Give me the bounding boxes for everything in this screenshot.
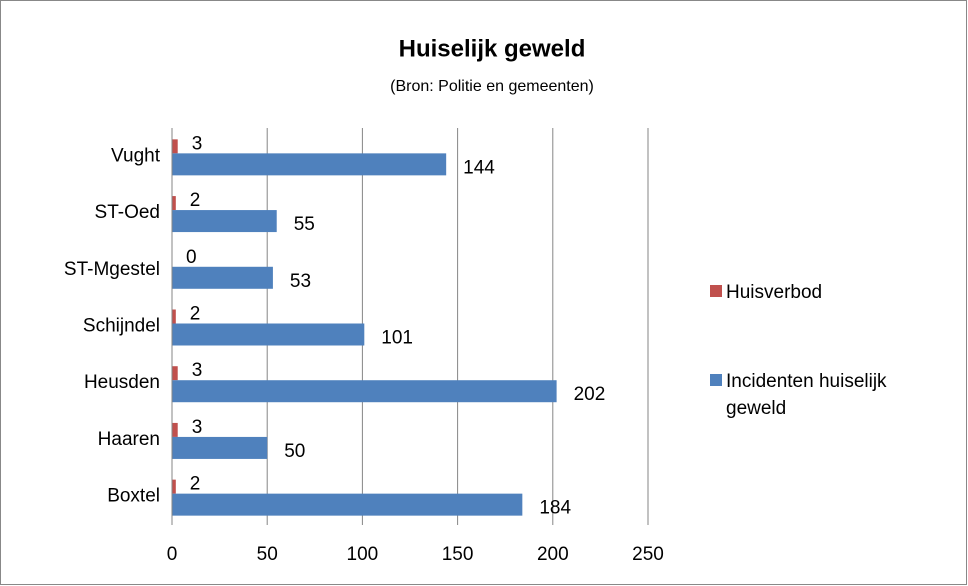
data-label: 2 (190, 474, 201, 495)
y-tick-label: Schijndel (83, 316, 160, 337)
data-label: 202 (574, 384, 606, 405)
x-tick-label: 200 (537, 544, 569, 565)
data-label: 2 (190, 190, 201, 211)
bar (172, 309, 176, 324)
bar (172, 210, 277, 233)
bar (172, 380, 557, 403)
x-tick-label: 50 (257, 544, 278, 565)
x-tick-label: 250 (632, 544, 664, 565)
data-label: 2 (190, 304, 201, 325)
y-tick-label: Vught (111, 145, 161, 166)
legend-label: Incidenten huiselijk geweld (726, 371, 887, 419)
bar (172, 139, 178, 154)
data-label: 0 (186, 247, 197, 268)
chart-subtitle: (Bron: Politie en gemeenten) (390, 78, 594, 95)
data-label: 144 (463, 157, 495, 178)
x-tick-label: 150 (442, 544, 474, 565)
data-label: 3 (192, 360, 203, 381)
x-tick-label: 0 (167, 544, 178, 565)
chart-title: Huiselijk geweld (399, 35, 586, 62)
data-label: 50 (284, 441, 305, 462)
bar (172, 366, 178, 381)
bar (172, 479, 176, 494)
data-label: 101 (381, 328, 413, 349)
legend-label: Huisverbod (726, 282, 823, 303)
bar (172, 153, 447, 176)
bar (172, 422, 178, 437)
y-tick-label: ST-Mgestel (64, 259, 160, 280)
data-label: 3 (192, 417, 203, 438)
bar (172, 436, 268, 459)
y-tick-label: Haaren (98, 429, 160, 450)
data-label: 53 (290, 271, 311, 292)
y-tick-label: Boxtel (107, 486, 160, 507)
y-tick-label: Heusden (84, 372, 160, 393)
x-tick-label: 100 (347, 544, 379, 565)
bar (172, 323, 365, 346)
data-label: 3 (192, 133, 203, 154)
y-tick-label: ST-Oed (95, 202, 160, 223)
legend-swatch (710, 374, 722, 386)
data-label: 55 (294, 214, 315, 235)
legend-swatch (710, 285, 722, 297)
bar (172, 266, 273, 289)
bar (172, 493, 523, 516)
bar (172, 196, 176, 211)
data-label: 184 (539, 498, 571, 519)
